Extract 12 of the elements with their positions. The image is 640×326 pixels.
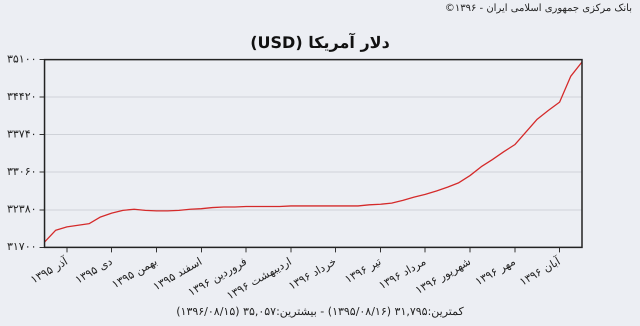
- y-tick-label: ۳۴۴۲۰: [6, 90, 37, 104]
- text: بانک مرکزی جمهوری اسلامی ایران - ۱۳۹۶©: [444, 3, 632, 14]
- x-tick-label: آذر ۱۳۹۵: [28, 254, 71, 286]
- y-tick-label: ۳۲۳۸۰: [6, 202, 37, 216]
- x-tick-label: مهر ۱۳۹۶: [472, 254, 518, 288]
- y-tick-label: ۳۳۰۶۰: [6, 165, 37, 178]
- y-tick-label: ۳۵۱۰۰: [6, 52, 37, 66]
- chart-title: دلار آمریکا (USD): [249, 33, 391, 52]
- text: کمترین:۳۱,۷۹۵ (۱۳۹۵/۰۸/۱۶) - بیشترین:۳۵,۰۵۷ (۱۳۹۶/۰۸/۱۵): [175, 305, 465, 318]
- y-tick-label: ۳۱۷۰۰: [6, 240, 37, 254]
- y-tick-label: ۳۳۷۴۰: [6, 128, 37, 141]
- x-tick-label: آبان ۱۳۹۶: [516, 254, 564, 288]
